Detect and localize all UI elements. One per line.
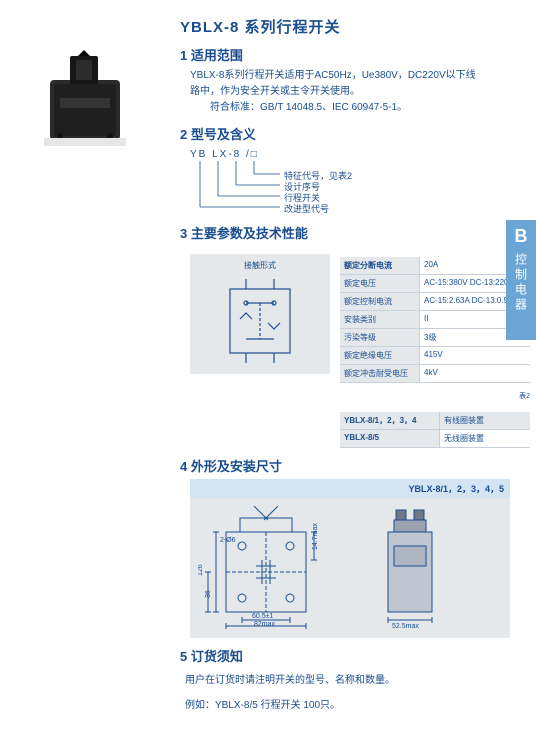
category-side-tab: B 控制电器	[506, 220, 536, 340]
dim-d3: 36	[205, 590, 212, 598]
dim-d4: 14.7max	[312, 523, 319, 550]
dim-d1: 2-Ø6	[220, 537, 236, 544]
order-p2: 例如：YBLX-8/5 行程开关 100只。	[185, 696, 536, 715]
parameters-table: 额定分断电流20A 额定电压AC-15:380V DC-13:220V 额定控制…	[340, 257, 530, 383]
param-label: 额定绝缘电压	[340, 347, 420, 364]
contact-form-panel: 接触形式	[190, 254, 330, 374]
product-photo	[30, 50, 140, 150]
order-p1: 用户在订货时请注明开关的型号、名称和数量。	[185, 671, 536, 690]
param-value: 4kV	[420, 365, 530, 382]
dim-d5: 60.5±1	[252, 613, 273, 620]
section-4-heading: 4 外形及安装尺寸	[180, 456, 536, 475]
param-label: 安装类别	[340, 311, 420, 328]
param-label: 额定电压	[340, 275, 420, 292]
section-3-heading: 3 主要参数及技术性能	[180, 223, 536, 242]
side-tab-letter: B	[506, 226, 536, 247]
dim-d2: 126	[198, 564, 204, 576]
dim-d7: 52.5max	[392, 623, 419, 630]
dim-d6: 82max	[254, 621, 276, 628]
section-5-heading: 5 订货须知	[180, 646, 536, 665]
model-line-4: 改进型代号	[284, 202, 329, 215]
table-1-caption: 表1	[340, 246, 530, 256]
param-label: 额定冲击耐受电压	[340, 365, 420, 382]
section-2-heading: 2 型号及含义	[180, 124, 536, 143]
table-2-caption: 表2	[340, 391, 530, 401]
dimension-block: YBLX-8/1，2，3，4，5	[190, 479, 510, 638]
param-label: 额定控制电流	[340, 293, 420, 310]
param-value: 415V	[420, 347, 530, 364]
sub-c2: 无线圈装置	[440, 430, 530, 447]
page-title: YBLX-8 系列行程开关	[180, 16, 536, 37]
sub-c1: YBLX-8/5	[340, 430, 440, 447]
dimension-drawing: 2-Ø6 126 36 14.7max 60.5±1 82max 52.5max	[190, 498, 510, 638]
section-1-p2: 符合标准：GB/T 14048.5、IEC 60947-5-1。	[210, 100, 476, 116]
model-code-diagram: YB LX-8 /□ 特征代号，见表2 设计序号 行程开关 改进型代号	[190, 149, 450, 215]
contact-form-header: 接触形式	[196, 260, 324, 271]
side-tab-label: 控制电器	[513, 253, 530, 313]
sub-c2: 有线圈装置	[440, 412, 530, 429]
dimension-header: YBLX-8/1，2，3，4，5	[190, 479, 510, 498]
feature-code-table: YBLX-8/1，2，3，4有线圈装置 YBLX-8/5无线圈装置	[340, 412, 530, 448]
param-label: 污染等级	[340, 329, 420, 346]
section-1-heading: 1 适用范围	[180, 45, 536, 64]
sub-c1: YBLX-8/1，2，3，4	[340, 412, 440, 429]
param-label: 额定分断电流	[340, 257, 420, 274]
table-1-caption-left	[190, 246, 330, 253]
section-1-p1: YBLX-8系列行程开关适用于AC50Hz，Ue380V，DC220V以下线路中…	[190, 68, 476, 100]
